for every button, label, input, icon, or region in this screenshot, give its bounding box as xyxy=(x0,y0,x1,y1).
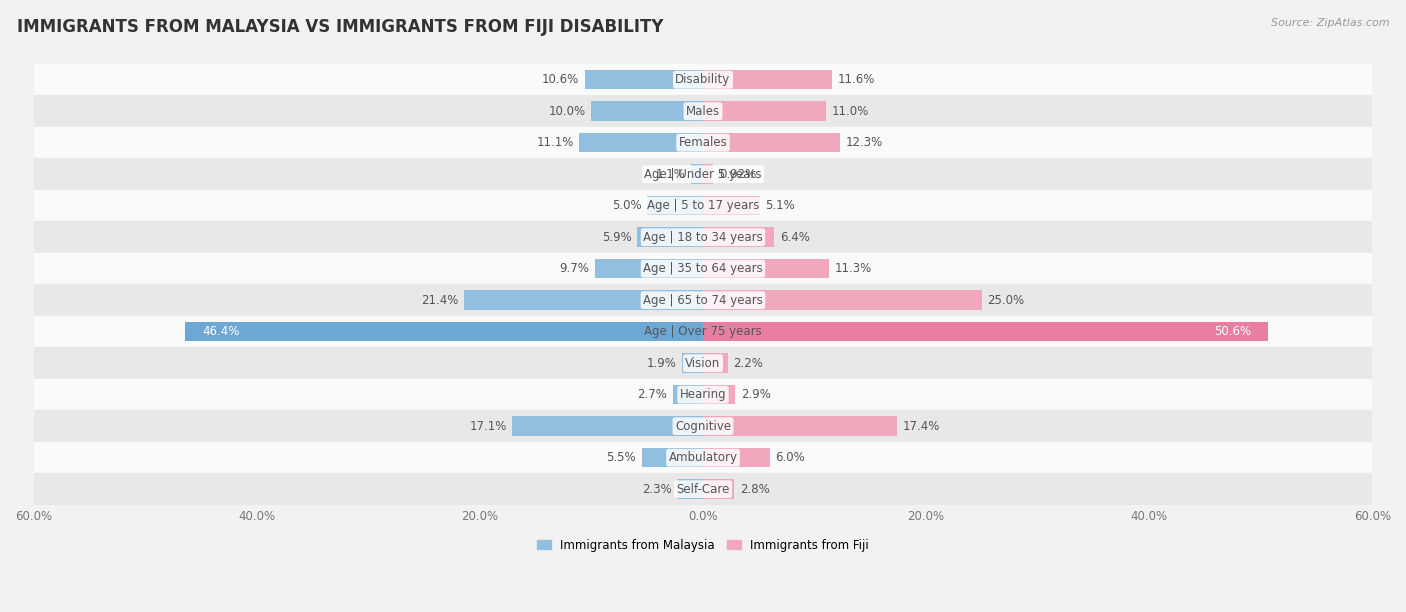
Bar xyxy=(703,448,770,468)
Text: 21.4%: 21.4% xyxy=(422,294,458,307)
Text: 5.0%: 5.0% xyxy=(612,199,641,212)
Bar xyxy=(703,385,735,405)
Legend: Immigrants from Malaysia, Immigrants from Fiji: Immigrants from Malaysia, Immigrants fro… xyxy=(531,534,875,556)
Text: IMMIGRANTS FROM MALAYSIA VS IMMIGRANTS FROM FIJI DISABILITY: IMMIGRANTS FROM MALAYSIA VS IMMIGRANTS F… xyxy=(17,18,664,36)
Text: 17.1%: 17.1% xyxy=(470,420,506,433)
Bar xyxy=(703,228,775,247)
Text: 50.6%: 50.6% xyxy=(1213,325,1251,338)
Bar xyxy=(647,196,703,215)
Text: 2.9%: 2.9% xyxy=(741,388,770,401)
Text: 5.1%: 5.1% xyxy=(765,199,796,212)
Text: 12.3%: 12.3% xyxy=(846,136,883,149)
Text: Cognitive: Cognitive xyxy=(675,420,731,433)
Bar xyxy=(34,348,1372,379)
Bar xyxy=(703,165,713,184)
Bar xyxy=(703,133,841,152)
Text: Vision: Vision xyxy=(685,357,721,370)
Bar xyxy=(703,102,825,121)
Text: 17.4%: 17.4% xyxy=(903,420,941,433)
Bar xyxy=(703,196,759,215)
Text: Age | 18 to 34 years: Age | 18 to 34 years xyxy=(643,231,763,244)
Bar xyxy=(34,190,1372,222)
Text: 11.6%: 11.6% xyxy=(838,73,876,86)
Text: 11.0%: 11.0% xyxy=(831,105,869,118)
Text: Males: Males xyxy=(686,105,720,118)
Bar xyxy=(703,479,734,499)
Bar xyxy=(34,95,1372,127)
Text: Females: Females xyxy=(679,136,727,149)
Text: 0.92%: 0.92% xyxy=(718,168,756,181)
Text: 1.9%: 1.9% xyxy=(647,357,676,370)
Text: 6.0%: 6.0% xyxy=(776,451,806,464)
Text: 2.8%: 2.8% xyxy=(740,483,769,496)
Bar xyxy=(34,127,1372,159)
Bar xyxy=(34,285,1372,316)
Bar xyxy=(592,102,703,121)
Bar xyxy=(579,133,703,152)
Bar xyxy=(34,64,1372,95)
Bar xyxy=(637,228,703,247)
Text: Age | Under 5 years: Age | Under 5 years xyxy=(644,168,762,181)
Text: 25.0%: 25.0% xyxy=(987,294,1025,307)
Text: 10.6%: 10.6% xyxy=(541,73,579,86)
Bar xyxy=(703,259,830,278)
Text: Age | 35 to 64 years: Age | 35 to 64 years xyxy=(643,262,763,275)
Bar xyxy=(703,322,1268,341)
Text: 6.4%: 6.4% xyxy=(780,231,810,244)
Text: Age | Over 75 years: Age | Over 75 years xyxy=(644,325,762,338)
Text: 11.1%: 11.1% xyxy=(536,136,574,149)
Bar xyxy=(464,291,703,310)
Bar xyxy=(512,416,703,436)
Text: Age | 5 to 17 years: Age | 5 to 17 years xyxy=(647,199,759,212)
Bar xyxy=(34,222,1372,253)
Bar xyxy=(673,385,703,405)
Text: Ambulatory: Ambulatory xyxy=(668,451,738,464)
Bar xyxy=(703,291,981,310)
Text: 5.9%: 5.9% xyxy=(602,231,631,244)
Text: 11.3%: 11.3% xyxy=(835,262,872,275)
Text: 2.2%: 2.2% xyxy=(733,357,763,370)
Bar xyxy=(595,259,703,278)
Bar xyxy=(34,253,1372,285)
Text: Age | 65 to 74 years: Age | 65 to 74 years xyxy=(643,294,763,307)
Bar xyxy=(34,474,1372,505)
Bar xyxy=(703,416,897,436)
Bar xyxy=(34,442,1372,474)
Text: Self-Care: Self-Care xyxy=(676,483,730,496)
Bar xyxy=(585,70,703,89)
Text: 2.3%: 2.3% xyxy=(643,483,672,496)
Bar xyxy=(703,70,832,89)
Text: 46.4%: 46.4% xyxy=(202,325,239,338)
Bar xyxy=(34,379,1372,411)
Bar xyxy=(641,448,703,468)
Bar xyxy=(34,316,1372,348)
Bar xyxy=(682,353,703,373)
Bar xyxy=(690,165,703,184)
Bar xyxy=(678,479,703,499)
Text: Source: ZipAtlas.com: Source: ZipAtlas.com xyxy=(1271,18,1389,28)
Text: 10.0%: 10.0% xyxy=(548,105,586,118)
Text: Hearing: Hearing xyxy=(679,388,727,401)
Text: 9.7%: 9.7% xyxy=(560,262,589,275)
Text: 5.5%: 5.5% xyxy=(606,451,636,464)
Bar xyxy=(186,322,703,341)
Bar xyxy=(34,159,1372,190)
Text: 1.1%: 1.1% xyxy=(655,168,685,181)
Bar xyxy=(34,411,1372,442)
Text: 2.7%: 2.7% xyxy=(637,388,668,401)
Text: Disability: Disability xyxy=(675,73,731,86)
Bar xyxy=(703,353,727,373)
